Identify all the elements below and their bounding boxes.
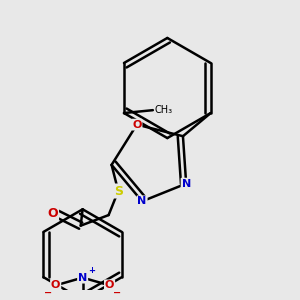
Text: N: N <box>182 178 191 189</box>
Text: N: N <box>78 273 87 283</box>
Text: O: O <box>47 207 58 220</box>
Text: −: − <box>113 288 121 298</box>
Text: O: O <box>132 120 142 130</box>
Text: N: N <box>137 196 147 206</box>
Text: O: O <box>105 280 114 290</box>
Text: −: − <box>44 288 52 298</box>
Text: S: S <box>114 184 123 197</box>
Text: CH₃: CH₃ <box>154 105 172 115</box>
Text: +: + <box>88 266 95 275</box>
Text: O: O <box>51 280 60 290</box>
